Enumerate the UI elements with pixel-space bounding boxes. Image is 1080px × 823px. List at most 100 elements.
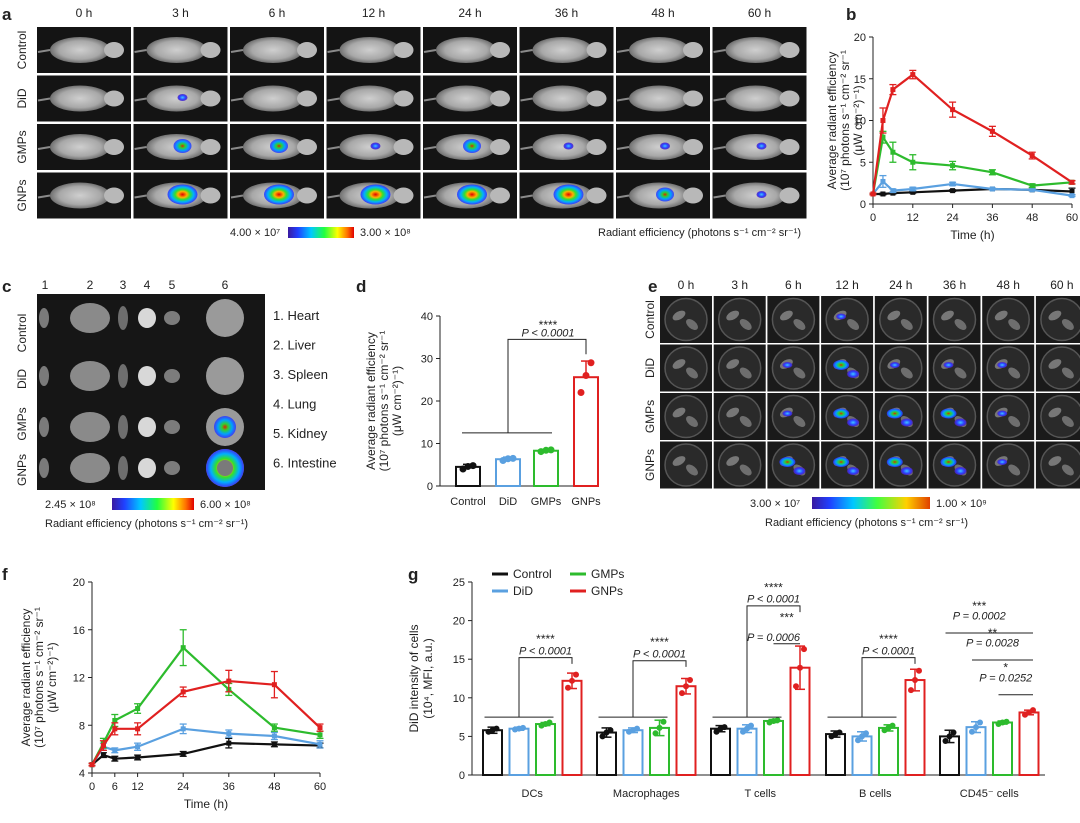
well-fluorescence — [836, 313, 847, 320]
bar-gnps — [573, 376, 599, 488]
x-tick-label: 0 — [870, 212, 876, 224]
mouse-body — [725, 134, 786, 160]
well-circle — [717, 297, 762, 342]
mouse-head — [104, 90, 124, 107]
data-point — [989, 128, 995, 134]
panel-a-time-label: 48 h — [651, 6, 674, 20]
well-fluorescence — [833, 408, 850, 419]
y-axis-label: (10⁴, MFI, a.u.) — [421, 638, 435, 719]
data-point — [112, 726, 118, 732]
well-circle — [986, 346, 1030, 390]
data-point — [180, 689, 186, 695]
organ-liver — [70, 361, 110, 391]
data-point — [112, 756, 118, 762]
tissue-piece — [739, 464, 752, 476]
intestine-fluorescence — [214, 416, 236, 438]
mouse-tail — [713, 49, 726, 53]
mouse-head — [490, 139, 510, 155]
mouse-tail — [327, 194, 340, 199]
mouse-body — [146, 85, 207, 112]
panel-d-letter: d — [356, 277, 366, 296]
replicate-point — [587, 359, 595, 367]
panel-a-time-label: 24 h — [458, 6, 481, 20]
legend-label: Control — [513, 567, 552, 581]
y-tick-label: 15 — [453, 654, 465, 666]
tissue-piece — [1008, 367, 1021, 379]
x-category-label: Control — [450, 496, 485, 508]
replicate-point — [748, 722, 754, 729]
mouse-head — [779, 90, 800, 107]
sig-bracket — [507, 338, 587, 433]
well-fluorescence — [779, 457, 796, 467]
well-fluorescence — [900, 418, 913, 427]
panel-e-scale-max: 1.00 × 10⁹ — [936, 498, 987, 510]
replicate-point — [687, 677, 693, 684]
x-tick-label: 24 — [946, 212, 958, 224]
y-tick-label: 5 — [459, 731, 465, 743]
well-circle — [771, 394, 816, 439]
tissue-piece — [1008, 416, 1021, 427]
mouse-head — [683, 90, 703, 107]
well-circle — [986, 443, 1030, 487]
series-line-control — [91, 742, 321, 766]
mouse-tail — [713, 194, 726, 199]
tissue-piece — [793, 416, 806, 427]
well-circle — [1040, 394, 1080, 439]
organ-liver — [70, 303, 110, 333]
bar-gnps — [675, 685, 697, 776]
well-fluorescence — [782, 362, 793, 368]
data-point — [112, 717, 118, 723]
panel-e-time-label: 0 h — [678, 278, 695, 292]
well-circle — [771, 346, 816, 390]
organ-spleen — [118, 306, 128, 330]
well-circle — [717, 394, 762, 439]
tissue-piece — [954, 367, 967, 379]
panel-a-time-labels: 0 h 3 h 6 h 12 h 24 h 36 h 48 h 60 h — [76, 6, 772, 20]
data-point — [271, 725, 277, 731]
panel-e-scale-bar — [812, 497, 930, 509]
sig-stars: **** — [650, 635, 669, 649]
data-point — [950, 181, 956, 187]
x-category-label: DiD — [499, 496, 517, 508]
legend-label: GNPs — [591, 584, 623, 598]
bar-did — [495, 458, 521, 488]
mouse-head — [683, 187, 703, 204]
mouse-body — [436, 85, 496, 112]
y-tick-label: 12 — [73, 673, 85, 685]
y-axis-label: (μW cm⁻²)⁻¹) — [390, 366, 404, 436]
mouse-head — [490, 90, 510, 107]
well-circle — [664, 346, 708, 390]
data-point — [880, 118, 886, 123]
tissue-piece — [941, 310, 954, 321]
panel-c-column-labels: 1 2 3 4 5 6 — [42, 278, 229, 292]
mouse-body — [532, 37, 593, 63]
well-fluorescence — [900, 467, 913, 475]
series-line-gnps — [91, 679, 321, 766]
sig-stars: **** — [536, 632, 555, 646]
mouse-tail — [616, 146, 630, 150]
mouse-body — [629, 37, 689, 63]
mouse-tail — [230, 97, 244, 102]
panel-c-column-label: 3 — [120, 278, 127, 292]
organ-lung — [138, 417, 156, 437]
well-circle — [771, 297, 816, 342]
well-fluorescence — [997, 459, 1008, 465]
mouse-body — [50, 182, 110, 209]
well-fluorescence — [997, 362, 1008, 368]
mouse-tail — [423, 97, 437, 102]
tissue-piece — [686, 319, 698, 330]
tissue-piece — [672, 456, 686, 466]
well-fluorescence — [954, 418, 967, 427]
mouse-head — [297, 90, 317, 107]
y-tick-label: 10 — [421, 439, 433, 451]
mouse-tail — [37, 97, 51, 102]
panel-c-row-label: Control — [15, 314, 29, 353]
replicate-point — [547, 446, 555, 454]
fluorescence-spot — [553, 184, 584, 205]
panel-e-letter: e — [648, 277, 657, 296]
panel-c-scale-max: 6.00 × 10⁸ — [200, 499, 251, 511]
panel-c-legend-item: 6. Intestine — [273, 456, 337, 471]
data-point — [271, 733, 277, 739]
data-point — [135, 754, 141, 760]
